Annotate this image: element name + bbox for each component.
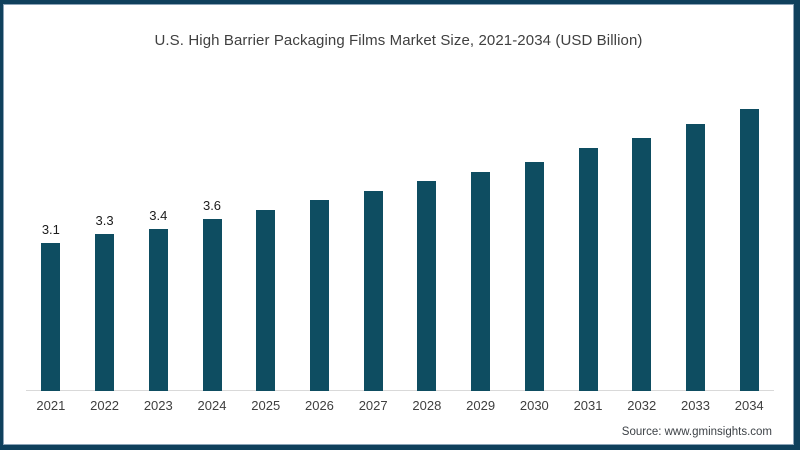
x-tick-label-2027: 2027: [358, 398, 388, 413]
bar-column-2024: 3.6 2024: [185, 88, 239, 417]
bar-column-2030: 2030: [507, 88, 561, 417]
x-tick-label-2030: 2030: [519, 398, 549, 413]
x-tick-label-2025: 2025: [251, 398, 281, 413]
bar-column-2034: 2034: [722, 88, 776, 417]
x-tick-label-2028: 2028: [412, 398, 442, 413]
bar-column-2025: 2025: [239, 88, 293, 417]
x-tick-label-2029: 2029: [466, 398, 496, 413]
bar-2023: [148, 229, 168, 391]
chart-title: U.S. High Barrier Packaging Films Market…: [154, 32, 643, 49]
bar-value-label-2023: 3.4: [149, 208, 168, 223]
x-tick-label-2021: 2021: [36, 398, 66, 413]
bar-value-label-2024: 3.6: [202, 198, 222, 213]
source-credit: Source: www.gminsights.com: [621, 426, 772, 438]
x-tick-label-2031: 2031: [573, 398, 603, 413]
bar-column-2033: 2033: [669, 88, 723, 417]
bar-column-2028: 2028: [400, 88, 454, 417]
x-tick-label-2033: 2033: [681, 398, 710, 413]
bar-2030: [524, 162, 544, 391]
x-tick-label-2032: 2032: [627, 398, 657, 413]
bar-column-2022: 3.3 2022: [78, 88, 132, 417]
bar-2021: [41, 243, 61, 391]
bar-column-2032: 2032: [615, 88, 669, 417]
bar-2026: [309, 200, 329, 391]
bar-2028: [417, 181, 437, 391]
x-tick-label-2022: 2022: [90, 398, 120, 413]
bar-column-2026: 2026: [293, 88, 347, 417]
bar-column-2029: 2029: [454, 88, 508, 417]
bar-2033: [685, 124, 705, 391]
bar-2034: [739, 109, 759, 391]
x-tick-label-2034: 2034: [734, 398, 764, 413]
bar-value-label-2022: 3.3: [95, 213, 114, 228]
x-tick-label-2024: 2024: [197, 398, 227, 413]
x-tick-label-2023: 2023: [143, 398, 173, 413]
bars-container: 3.1 2021 3.3 2022 3.4 2023 3.6 2024 2025 2026 2027…: [24, 88, 776, 417]
x-axis-line: [26, 390, 774, 391]
bar-value-label-2021: 3.1: [41, 222, 60, 237]
bar-2025: [256, 210, 276, 391]
x-tick-label-2026: 2026: [304, 398, 334, 413]
plot-area: 3.1 2021 3.3 2022 3.4 2023 3.6 2024 2025 2026 2027…: [24, 88, 776, 417]
bar-2024: [202, 219, 222, 391]
bar-2031: [578, 148, 598, 391]
bar-column-2021: 3.1 2021: [24, 88, 78, 417]
bar-2029: [471, 172, 491, 391]
bar-column-2031: 2031: [561, 88, 615, 417]
bar-column-2023: 3.4 2023: [131, 88, 185, 417]
bar-2027: [363, 191, 383, 391]
bar-2022: [95, 234, 115, 391]
bar-2032: [632, 138, 652, 391]
bar-column-2027: 2027: [346, 88, 400, 417]
